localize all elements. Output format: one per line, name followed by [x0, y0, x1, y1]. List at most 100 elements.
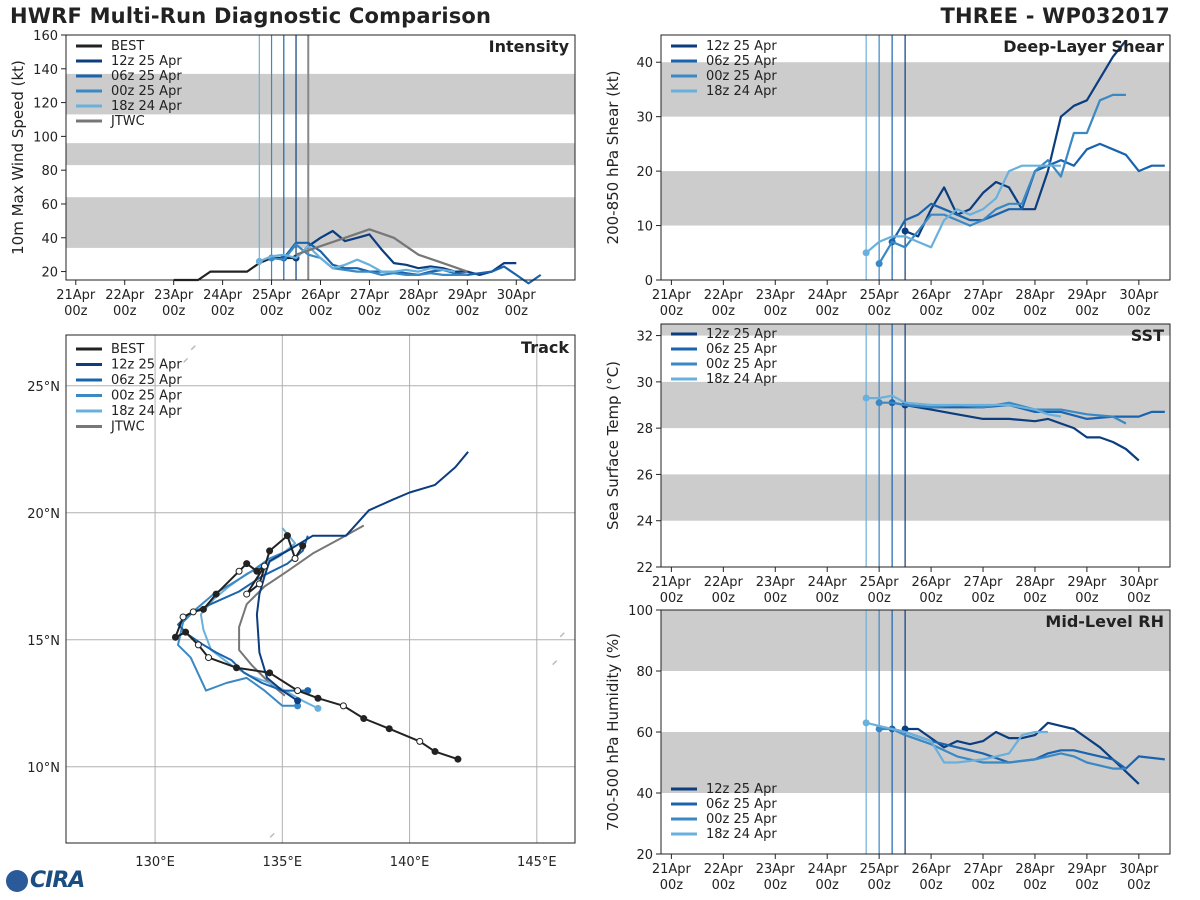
series-line-r18z: [866, 394, 1062, 418]
plot-frame: [660, 34, 1171, 281]
x-tick-label-date: 30Apr: [1119, 575, 1159, 590]
series-line-r12z: [295, 229, 517, 276]
x-tick-label-hour: 00z: [816, 591, 840, 606]
y-tick-label: 60: [636, 726, 653, 741]
x-tick-label-hour: 00z: [407, 304, 431, 319]
legend-label: 18z 24 Apr: [706, 827, 777, 842]
x-tick-label-date: 22Apr: [704, 862, 744, 877]
map-background: [66, 335, 575, 843]
x-tick-label-date: 24Apr: [808, 862, 848, 877]
legend-label: 12z 25 Apr: [706, 327, 777, 342]
best-track-point: [360, 715, 368, 723]
track-line-r00z: [177, 547, 298, 707]
legend-label: BEST: [111, 342, 144, 357]
x-tick-label-date: 29Apr: [448, 288, 488, 303]
series-line-r12z: [905, 721, 1140, 785]
x-tick-label-date: 24Apr: [808, 575, 848, 590]
x-tick-label-date: 26Apr: [912, 575, 952, 590]
series-start-point-r12z: [901, 227, 909, 235]
legend-label: JTWC: [110, 114, 145, 129]
longitude-tick-label: 140°E: [390, 855, 430, 870]
track-start-point-r12z: [294, 697, 302, 705]
x-tick-label-hour: 00z: [211, 304, 235, 319]
x-tick-label-date: 28Apr: [1015, 288, 1055, 303]
x-tick-label-hour: 00z: [1023, 591, 1047, 606]
x-tick-label-hour: 00z: [64, 304, 88, 319]
y-tick-label: 80: [636, 665, 653, 680]
x-tick-label-date: 29Apr: [1067, 288, 1107, 303]
track-line-r12z: [255, 451, 469, 702]
shading-band-1: [661, 610, 1170, 671]
x-tick-label-date: 28Apr: [1015, 862, 1055, 877]
plot-frame: [660, 323, 1171, 568]
shading-band-2: [661, 324, 1170, 336]
x-tick-label-date: 27Apr: [963, 575, 1003, 590]
x-tick-label-hour: 00z: [1075, 878, 1099, 893]
x-tick-label-date: 21Apr: [56, 288, 96, 303]
globe-icon: [6, 870, 28, 892]
best-track-point-open: [294, 687, 302, 695]
series-start-point-r00z: [875, 399, 883, 407]
series-start-point-r00z: [875, 260, 883, 268]
x-tick-label-date: 25Apr: [252, 288, 292, 303]
x-tick-label-hour: 00z: [260, 304, 284, 319]
y-tick-label: 20: [636, 165, 653, 180]
y-tick-label: 30: [636, 111, 653, 126]
best-track-point: [283, 532, 291, 540]
best-track-point: [431, 748, 439, 756]
panel-title: Mid-Level RH: [1045, 612, 1164, 631]
best-track-point-open: [179, 613, 187, 621]
y-tick-label: 60: [41, 198, 58, 213]
legend-label: 12z 25 Apr: [706, 782, 777, 797]
longitude-tick-label: 130°E: [135, 855, 175, 870]
y-tick-label: 20: [41, 266, 58, 281]
series-start-point-r18z: [862, 719, 870, 727]
series-line-r12z: [904, 403, 1140, 462]
y-tick-label: 32: [636, 330, 653, 345]
legend-label: 06z 25 Apr: [706, 54, 777, 69]
best-track-point-open: [416, 737, 424, 745]
x-tick-label-hour: 00z: [971, 878, 995, 893]
x-tick-label-date: 30Apr: [497, 288, 537, 303]
y-tick-label: 100: [628, 604, 653, 619]
x-tick-label-date: 22Apr: [105, 288, 145, 303]
series-line-r06z: [891, 727, 1165, 770]
best-track-point: [199, 605, 207, 613]
x-tick-label-hour: 00z: [162, 304, 186, 319]
legend-label: 12z 25 Apr: [111, 54, 182, 69]
y-axis-label: 10m Max Wind Speed (kt): [9, 60, 27, 255]
legend-label: 18z 24 Apr: [706, 372, 777, 387]
x-tick-label-date: 26Apr: [912, 288, 952, 303]
x-tick-label-date: 22Apr: [704, 288, 744, 303]
y-tick-label: 26: [636, 468, 653, 483]
x-tick-label-date: 28Apr: [399, 288, 439, 303]
best-track-point-open: [205, 654, 213, 662]
x-tick-label-hour: 00z: [867, 304, 891, 319]
island-marker: [559, 632, 565, 638]
best-track-point: [182, 628, 190, 636]
x-tick-label-date: 21Apr: [652, 575, 692, 590]
legend-label: 06z 25 Apr: [706, 342, 777, 357]
legend-label: BEST: [111, 39, 144, 54]
best-track-point: [266, 547, 274, 555]
storm-id-title: THREE - WP032017: [940, 4, 1170, 28]
panel-title: Track: [521, 338, 569, 357]
best-track-point: [233, 664, 241, 672]
legend-label: 18z 24 Apr: [706, 84, 777, 99]
island-marker: [552, 660, 558, 666]
latitude-tick-label: 25°N: [27, 380, 60, 395]
x-tick-label-hour: 00z: [660, 304, 684, 319]
x-tick-label-date: 27Apr: [963, 862, 1003, 877]
y-tick-label: 40: [636, 787, 653, 802]
x-tick-label-hour: 00z: [505, 304, 529, 319]
island-marker: [190, 345, 196, 351]
shading-band-0: [661, 474, 1170, 521]
y-tick-label: 24: [636, 515, 653, 530]
legend-label: 06z 25 Apr: [706, 797, 777, 812]
track-start-point-r06z: [304, 687, 312, 695]
x-tick-label-date: 26Apr: [301, 288, 341, 303]
x-tick-label-date: 26Apr: [912, 862, 952, 877]
legend-label: JTWC: [110, 420, 145, 435]
chart-title: HWRF Multi-Run Diagnostic Comparison: [10, 4, 492, 28]
y-tick-label: 40: [636, 56, 653, 71]
